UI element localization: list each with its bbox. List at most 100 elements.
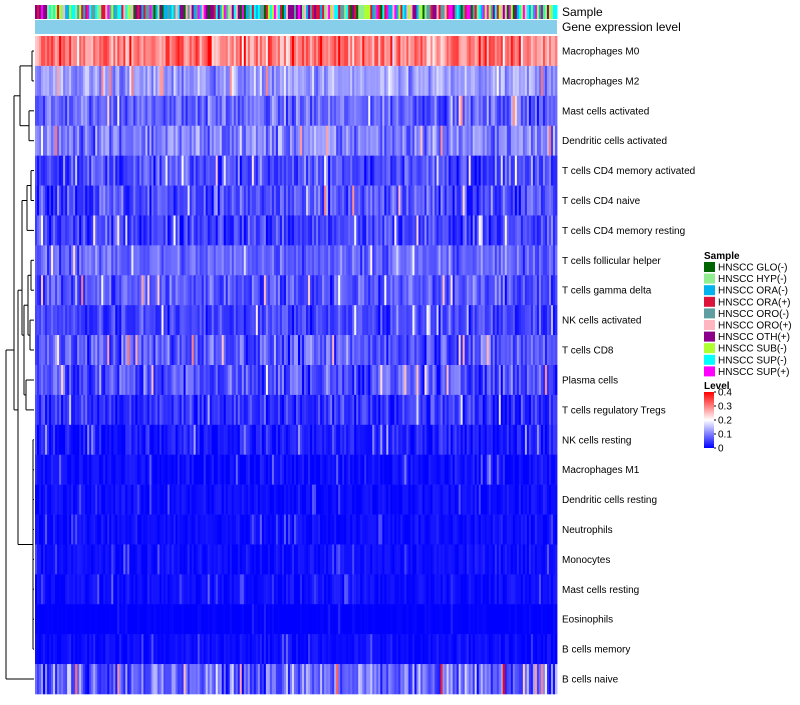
heatmap-cell: [432, 125, 435, 156]
heatmap-cell: [133, 275, 136, 306]
heatmap-cell: [243, 424, 247, 456]
heatmap-cell: [504, 514, 508, 545]
heatmap-cell: [322, 365, 325, 396]
heatmap-cell: [378, 454, 381, 485]
sample-track-cell: [107, 5, 110, 19]
sample-track-cell: [400, 5, 403, 19]
heatmap-cell: [324, 365, 327, 396]
heatmap-cell: [71, 36, 74, 67]
heatmap-cell: [165, 65, 168, 97]
heatmap-cell: [454, 245, 458, 276]
heatmap-cell: [534, 245, 538, 276]
heatmap-cell: [482, 484, 486, 515]
heatmap-cell: [125, 514, 128, 545]
heatmap-cell: [510, 394, 514, 426]
heatmap-cell: [536, 275, 540, 306]
heatmap-cell: [308, 424, 311, 456]
heatmap-cell: [79, 424, 82, 456]
heatmap-cell: [352, 424, 355, 456]
heatmap-cell: [458, 454, 462, 485]
heatmap-cell: [291, 245, 295, 276]
heatmap-cell: [428, 65, 431, 97]
heatmap-cell: [544, 65, 548, 97]
heatmap-cell: [181, 514, 184, 545]
heatmap-cell: [75, 454, 78, 485]
heatmap-cell: [396, 424, 399, 456]
heatmap-cell: [111, 155, 114, 186]
heatmap-cell: [119, 275, 122, 306]
heatmap-cell: [193, 514, 197, 545]
heatmap-cell: [51, 245, 54, 276]
heatmap-cell: [217, 424, 221, 456]
sample-track-cell: [117, 5, 120, 19]
heatmap-cell: [159, 514, 162, 545]
sample-track-cell: [35, 5, 38, 19]
heatmap-cell: [199, 275, 203, 306]
heatmap-cell: [195, 394, 199, 426]
heatmap-cell: [398, 335, 401, 366]
sample-track-cell: [532, 5, 536, 19]
heatmap-cell: [61, 335, 64, 366]
heatmap-cell: [324, 155, 327, 186]
heatmap-cell: [157, 514, 160, 545]
heatmap-cell: [119, 95, 122, 127]
heatmap-cell: [121, 454, 124, 485]
heatmap-cell: [223, 365, 227, 396]
heatmap-cell: [35, 95, 38, 127]
heatmap-cell: [241, 544, 245, 575]
heatmap-cell: [215, 514, 219, 545]
heatmap-cell: [326, 185, 329, 216]
heatmap-cell: [193, 36, 197, 67]
heatmap-cell: [155, 544, 158, 575]
heatmap-cell: [414, 215, 417, 246]
sample-track-cell: [95, 5, 98, 19]
heatmap-cell: [482, 544, 486, 575]
heatmap-cell: [310, 454, 313, 485]
heatmap-cell: [422, 275, 425, 306]
heatmap-cell: [426, 305, 429, 336]
heatmap-cell: [404, 335, 407, 366]
heatmap-cell: [338, 36, 341, 67]
heatmap-cell: [139, 125, 142, 156]
heatmap-cell: [157, 424, 160, 456]
heatmap-cell: [147, 65, 150, 97]
heatmap-cell: [43, 454, 46, 485]
heatmap-cell: [203, 544, 207, 575]
heatmap-cell: [121, 65, 124, 97]
heatmap-cell: [442, 215, 445, 246]
heatmap-cell: [183, 245, 186, 276]
heatmap-cell: [39, 185, 42, 216]
heatmap-cell: [442, 125, 445, 156]
heatmap-cell: [135, 424, 138, 456]
heatmap-cell: [107, 245, 110, 276]
heatmap-cell: [432, 245, 435, 276]
sample-track-cell: [93, 5, 96, 19]
heatmap-cell: [520, 335, 524, 366]
heatmap-cell: [275, 424, 279, 456]
heatmap-cell: [522, 95, 526, 127]
heatmap-cell: [243, 305, 247, 336]
heatmap-cell: [332, 275, 335, 306]
heatmap-cell: [35, 185, 38, 216]
sample-track-cell: [141, 5, 144, 19]
heatmap-cell: [392, 365, 395, 396]
heatmap-cell: [221, 95, 225, 127]
heatmap-cell: [352, 215, 355, 246]
heatmap-cell: [420, 185, 423, 216]
heatmap-cell: [271, 245, 275, 276]
heatmap-cell: [494, 454, 498, 485]
heatmap-cell: [223, 454, 227, 485]
heatmap-cell: [117, 36, 120, 67]
heatmap-cell: [291, 484, 295, 515]
heatmap-cell: [432, 514, 435, 545]
heatmap-cell: [516, 305, 520, 336]
sample-track-cell: [51, 5, 54, 19]
heatmap-cell: [277, 275, 281, 306]
heatmap-cell: [285, 335, 289, 366]
heatmap-cell: [195, 454, 199, 485]
heatmap-cell: [460, 544, 464, 575]
heatmap-cell: [89, 125, 92, 156]
heatmap-cell: [217, 215, 221, 246]
heatmap-cell: [354, 544, 357, 575]
heatmap-cell: [430, 365, 433, 396]
